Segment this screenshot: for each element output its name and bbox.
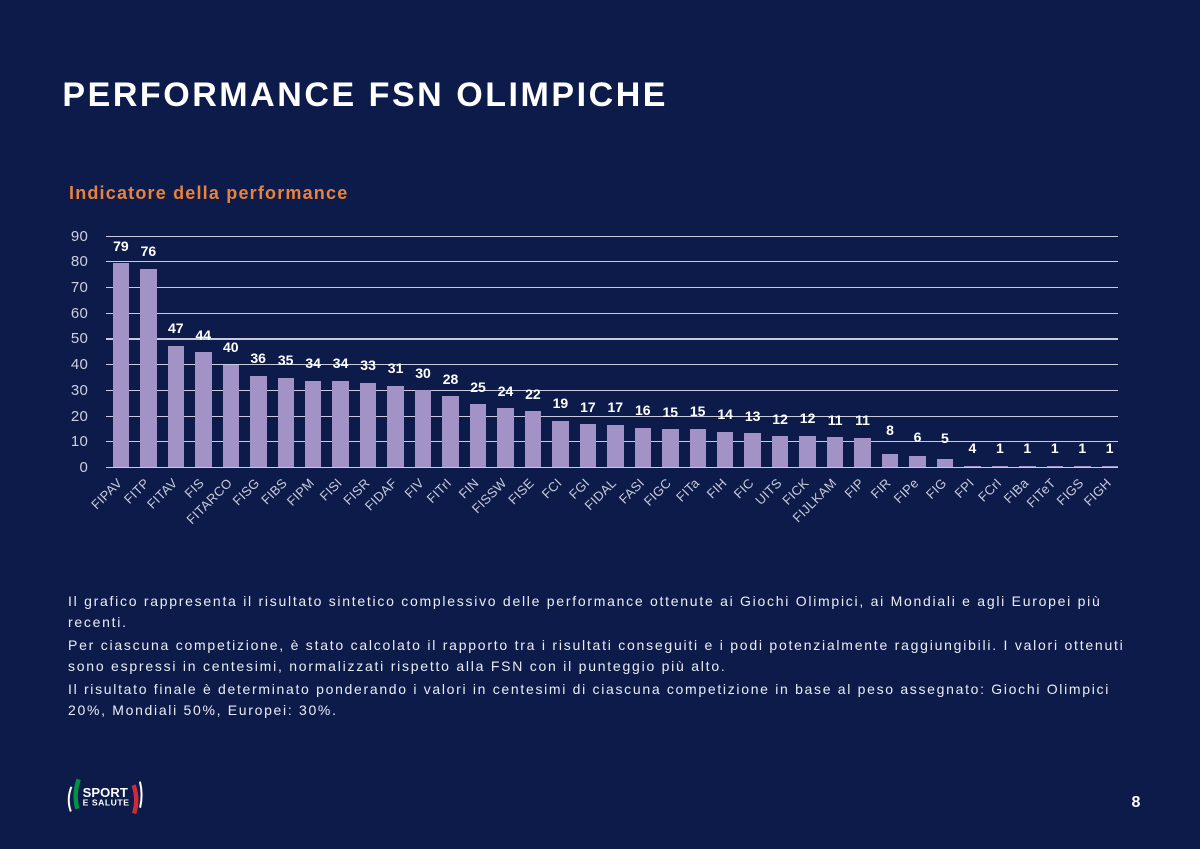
svg-text:E SALUTE: E SALUTE <box>83 798 130 808</box>
svg-text:SPORT: SPORT <box>83 785 128 800</box>
